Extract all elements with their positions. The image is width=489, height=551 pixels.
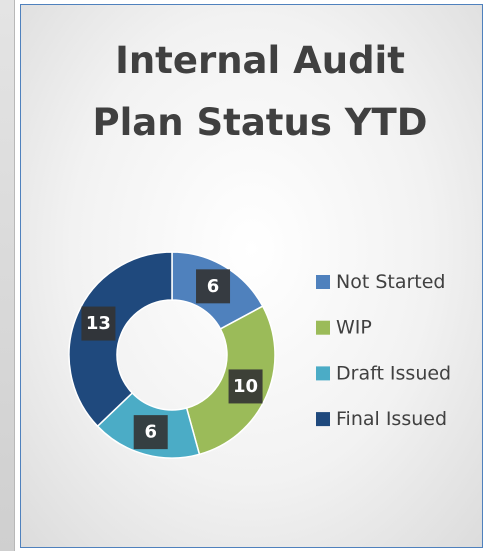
legend-swatch bbox=[316, 320, 330, 335]
chart-title: Internal Audit Plan Status YTD bbox=[92, 39, 428, 144]
data-label: 6 bbox=[144, 422, 157, 443]
label-box bbox=[228, 369, 263, 404]
donut-slice bbox=[68, 251, 173, 428]
side-strip bbox=[0, 0, 15, 551]
legend-swatch bbox=[316, 412, 330, 427]
legend-label: Final Issued bbox=[336, 408, 447, 430]
chart-panel bbox=[20, 4, 483, 548]
legend-label: Not Started bbox=[336, 271, 446, 293]
label-box bbox=[133, 415, 168, 450]
legend-swatch bbox=[316, 366, 330, 381]
legend-label: WIP bbox=[336, 317, 372, 339]
label-box bbox=[196, 269, 231, 304]
data-label: 13 bbox=[86, 313, 111, 334]
data-label: 6 bbox=[207, 276, 220, 297]
legend-swatch bbox=[316, 275, 330, 289]
data-label: 10 bbox=[233, 376, 258, 397]
label-box bbox=[81, 306, 116, 341]
legend-label: Draft Issued bbox=[336, 362, 451, 384]
